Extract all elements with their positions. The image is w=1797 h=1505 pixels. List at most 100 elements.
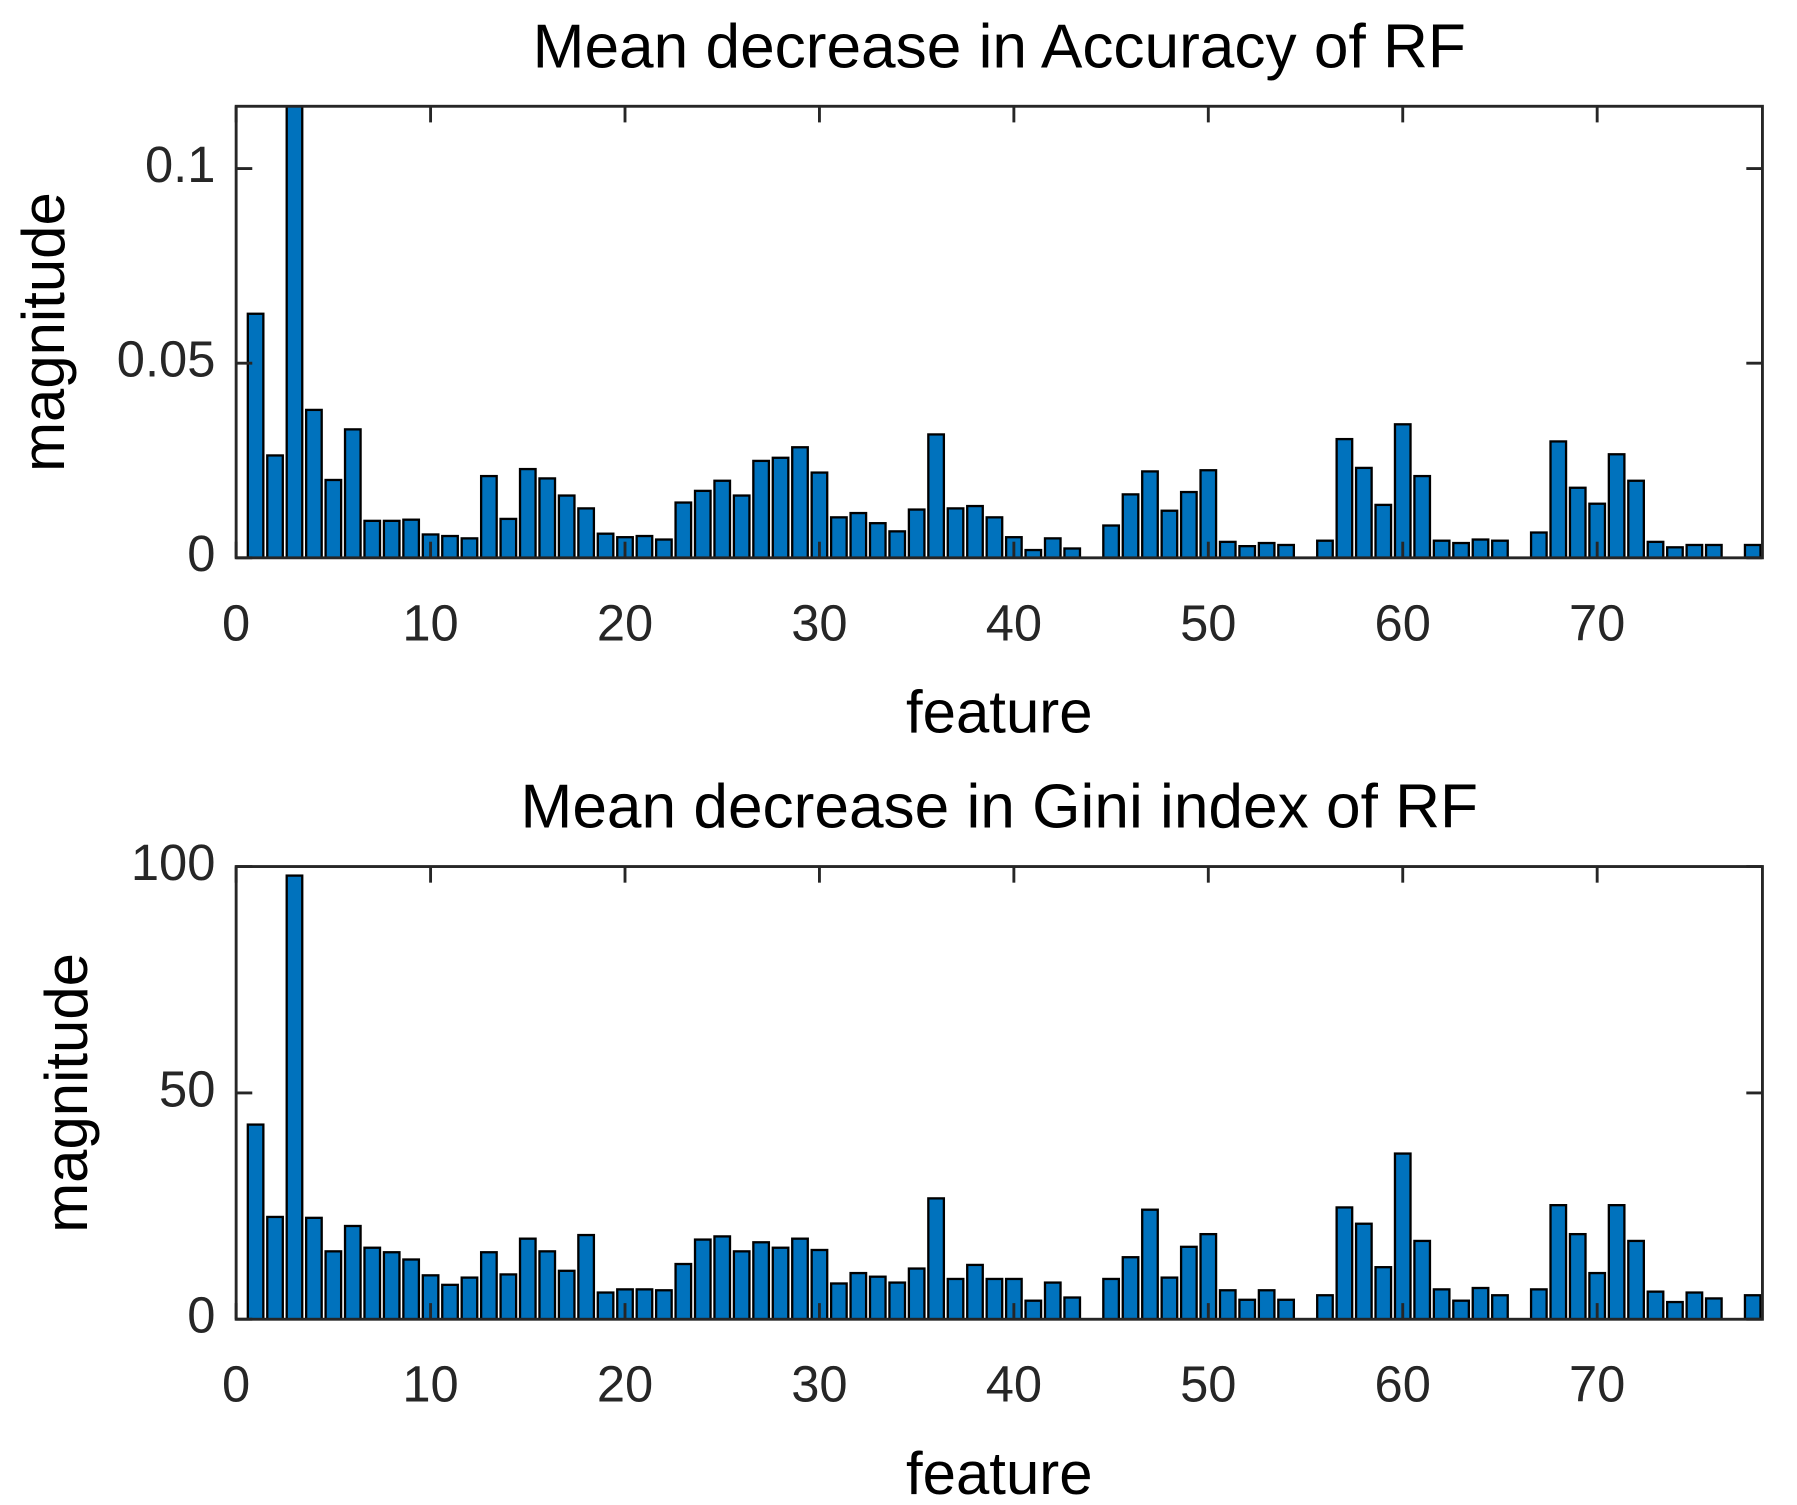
bar — [1743, 1294, 1762, 1320]
bar — [771, 1246, 790, 1320]
bar — [1393, 423, 1412, 558]
bar — [1568, 1232, 1587, 1320]
bar — [732, 1250, 751, 1320]
bar — [1549, 1204, 1568, 1320]
bar — [577, 507, 596, 558]
bar — [771, 456, 790, 558]
bar — [1043, 537, 1062, 558]
x-tick-label: 40 — [986, 594, 1042, 651]
bar — [732, 494, 751, 558]
y-tick-label: 0.1 — [145, 136, 215, 193]
bar — [635, 534, 654, 558]
bar — [402, 1258, 421, 1320]
x-tick-label: 40 — [986, 1356, 1042, 1413]
bar — [479, 474, 498, 558]
x-tick-label: 10 — [402, 1356, 458, 1413]
bar — [518, 467, 537, 558]
bar — [1277, 1298, 1296, 1320]
bar — [1141, 1208, 1159, 1320]
axes-box — [234, 104, 1764, 560]
bar — [985, 1277, 1004, 1320]
bar — [693, 1238, 712, 1320]
bar — [1685, 1291, 1704, 1320]
bar — [596, 1291, 615, 1320]
bar — [946, 1277, 965, 1320]
y-axis-label: magnitude — [33, 953, 100, 1233]
bar — [266, 454, 284, 558]
bar — [1607, 453, 1626, 558]
bar — [927, 433, 946, 558]
y-tick-label: 100 — [131, 834, 216, 891]
bar — [285, 874, 304, 1320]
x-tick-label: 60 — [1375, 594, 1431, 651]
axes-box — [234, 865, 1764, 1321]
bar — [1529, 1288, 1548, 1320]
chart-title: Mean decrease in Accuracy of RF — [533, 12, 1466, 81]
bar — [1257, 541, 1276, 558]
bar — [1491, 1294, 1509, 1320]
bar — [596, 532, 615, 558]
bar — [304, 408, 323, 558]
plot-area — [246, 106, 1762, 558]
x-tick-label: 0 — [222, 594, 250, 651]
bar — [888, 530, 907, 558]
bar — [1238, 1298, 1257, 1320]
bar — [674, 501, 693, 558]
bar — [1685, 543, 1704, 558]
y-tick-label: 0.05 — [117, 331, 216, 388]
bar — [1646, 1290, 1665, 1320]
bar — [829, 516, 848, 558]
bar — [1199, 469, 1218, 558]
bar — [1141, 470, 1159, 558]
bar — [1316, 1294, 1334, 1320]
bar — [1627, 479, 1645, 558]
bar — [1024, 1299, 1043, 1320]
bar — [868, 1275, 887, 1320]
bar — [1063, 1296, 1082, 1320]
bar — [246, 1123, 265, 1320]
x-tick-label: 30 — [791, 594, 847, 651]
bar — [966, 504, 984, 558]
bar — [1179, 490, 1198, 558]
bar — [1179, 1245, 1198, 1320]
bar — [382, 1251, 401, 1320]
bar — [752, 1241, 771, 1320]
bar — [907, 508, 926, 558]
bar — [713, 479, 732, 558]
bar — [810, 471, 829, 558]
bar — [1432, 1288, 1451, 1320]
bar — [1452, 541, 1471, 558]
bar — [693, 489, 712, 558]
x-tick-label: 0 — [222, 1356, 250, 1413]
bar — [868, 522, 887, 558]
bar — [1354, 1222, 1373, 1320]
bar — [907, 1267, 926, 1320]
bar — [499, 517, 518, 558]
bar — [363, 519, 382, 558]
bar — [1471, 538, 1490, 558]
bar — [266, 1215, 284, 1320]
y-tick-label: 50 — [159, 1060, 215, 1117]
bar — [752, 459, 771, 558]
plot-area — [246, 874, 1762, 1320]
bar — [1316, 539, 1334, 558]
bar — [946, 507, 965, 558]
bar — [1354, 466, 1373, 558]
bar — [1413, 474, 1432, 558]
bar — [927, 1197, 946, 1320]
bar — [324, 478, 343, 558]
bar — [985, 516, 1004, 558]
bar — [849, 511, 868, 558]
bar — [1704, 543, 1723, 558]
x-tick-label: 20 — [597, 594, 653, 651]
bar — [577, 1233, 596, 1320]
bar — [1374, 1266, 1393, 1320]
x-tick-label: 50 — [1180, 594, 1236, 651]
bar — [518, 1237, 537, 1320]
bar — [1102, 524, 1121, 558]
bar — [1335, 1206, 1354, 1320]
bar — [654, 1289, 673, 1320]
bar — [635, 1288, 654, 1320]
bar — [1452, 1299, 1471, 1320]
